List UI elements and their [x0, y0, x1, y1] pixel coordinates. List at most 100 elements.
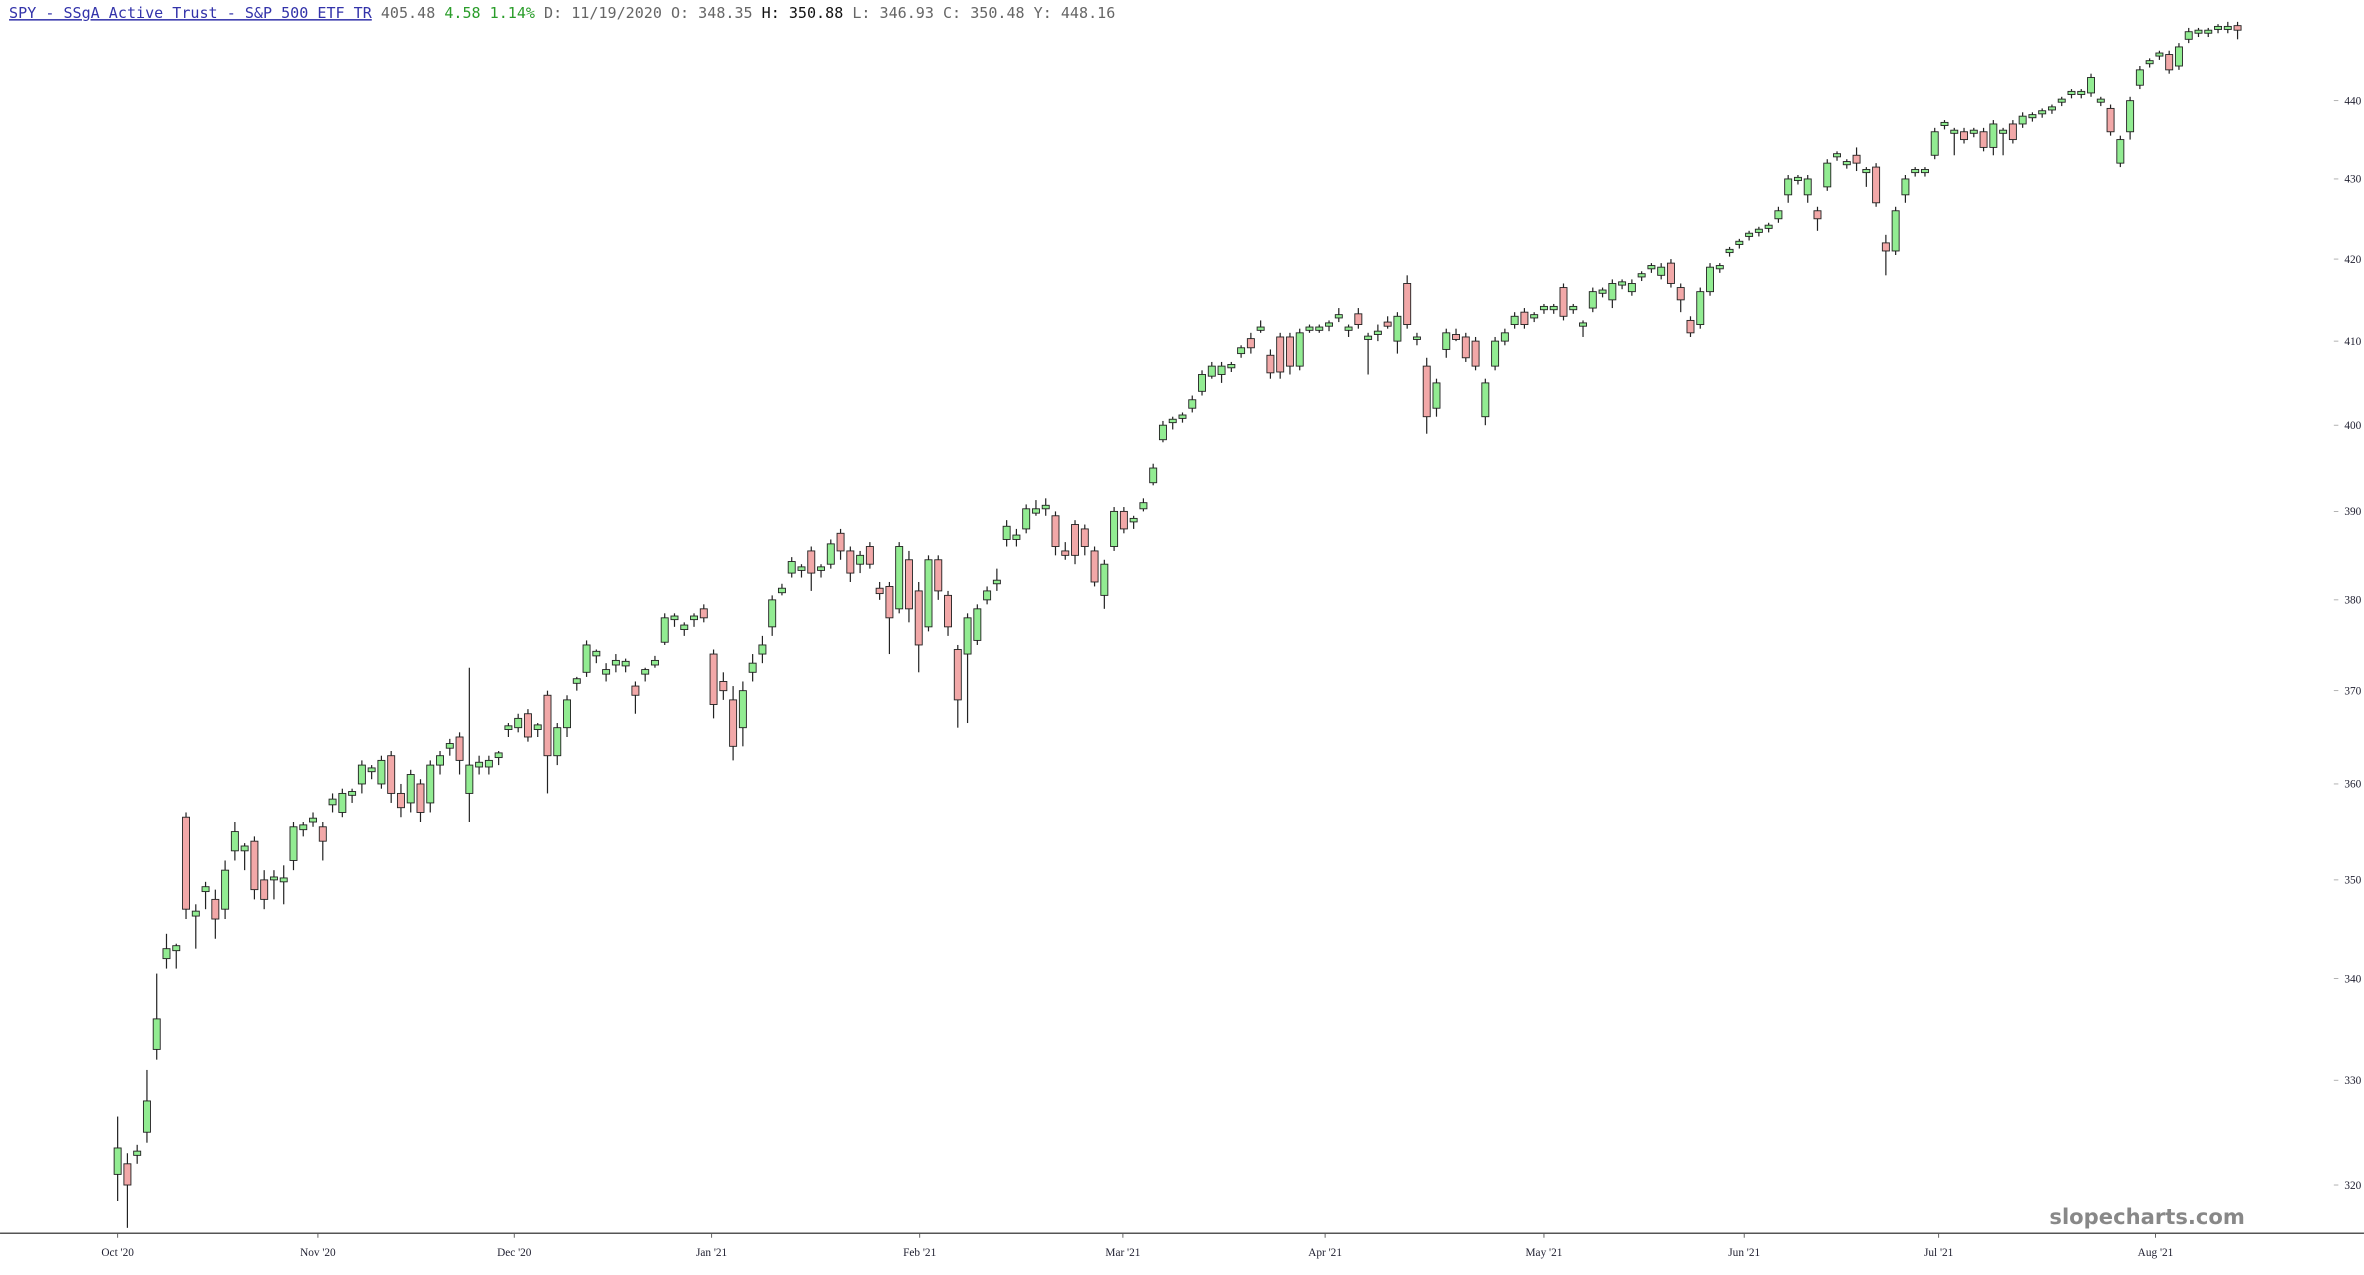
candle-body: [1051, 515, 1060, 547]
candle-body: [934, 559, 943, 592]
candle-body: [2067, 90, 2076, 95]
candle-body: [191, 910, 200, 917]
candle-body: [133, 1150, 142, 1156]
candle-body: [328, 798, 337, 806]
low: L: 346.93: [852, 4, 934, 22]
y-tick-label: 420: [2344, 254, 2361, 266]
candle-body: [1598, 289, 1607, 294]
candle-body: [465, 764, 474, 794]
candle-body: [1217, 365, 1226, 375]
candle-body: [563, 699, 571, 729]
candle-body: [572, 678, 581, 684]
x-tick-label: Jan '21: [696, 1247, 727, 1259]
candle-body: [1950, 129, 1959, 134]
candle-body: [387, 755, 396, 794]
candle-body: [299, 824, 308, 831]
candle-body: [621, 660, 630, 667]
candle-body: [1344, 326, 1353, 331]
candle-body: [1891, 210, 1900, 252]
candle-body: [690, 615, 698, 621]
candle-body: [650, 659, 659, 666]
candle-body: [1393, 315, 1402, 342]
candle-body: [709, 653, 718, 705]
candle-body: [1989, 123, 1998, 148]
candle-body: [768, 599, 777, 628]
x-tick-label: Jul '21: [1924, 1247, 1953, 1259]
candle-body: [1158, 424, 1167, 441]
candle-body: [1422, 365, 1431, 418]
candle-body: [924, 559, 933, 628]
candle-body: [2008, 123, 2017, 141]
candle-body: [1803, 178, 1812, 196]
candle-body: [2135, 69, 2144, 86]
candle-body: [445, 743, 454, 749]
candle-body: [2116, 139, 2125, 164]
symbol-link[interactable]: SPY - SSgA Active Trust - S&P 500 ETF TR: [9, 4, 373, 22]
candle-body: [1334, 314, 1343, 319]
candle-body: [1442, 332, 1451, 350]
candle-body: [1090, 550, 1099, 583]
candle-body: [1080, 528, 1089, 547]
candle-body: [1100, 563, 1109, 596]
candle-body: [1041, 504, 1050, 510]
candle-body: [914, 590, 923, 646]
y-tick-label: 320: [2344, 1180, 2361, 1192]
candle-body: [1481, 382, 1490, 418]
candle-body: [230, 831, 239, 852]
x-tick-label: Dec '20: [497, 1247, 532, 1259]
candle-body: [1706, 266, 1714, 293]
candle-body: [2233, 25, 2242, 31]
candle-body: [533, 724, 542, 730]
candle-body: [641, 669, 650, 675]
candle-body: [348, 791, 357, 796]
candle-body: [1872, 166, 1881, 204]
candle-body: [1002, 525, 1011, 540]
candle-body: [1071, 524, 1079, 556]
candle-body: [162, 948, 171, 960]
y-tick-label: 370: [2344, 685, 2361, 697]
candle-body: [1784, 178, 1793, 196]
y-tick-label: 380: [2344, 595, 2361, 607]
candle-body: [1305, 326, 1314, 331]
candle-body: [2106, 107, 2115, 133]
candle-body: [660, 617, 669, 643]
candle-body: [1119, 510, 1128, 530]
y-tick-label: 410: [2344, 336, 2361, 348]
candle-body: [1520, 311, 1529, 326]
candle-body: [1198, 374, 1206, 392]
candle-body: [1285, 336, 1294, 367]
candle-body: [2126, 100, 2135, 133]
candle-body: [1793, 176, 1802, 181]
candle-body: [1969, 129, 1978, 134]
candle-body: [963, 617, 972, 655]
candle-body: [279, 877, 288, 883]
candle-body: [504, 725, 513, 730]
x-tick-label: May '21: [1526, 1247, 1563, 1259]
candle-body: [494, 752, 503, 759]
candle-body: [1881, 242, 1890, 252]
candle-body: [1735, 240, 1744, 245]
y-tick-label: 440: [2344, 95, 2361, 107]
header: SPY - SSgA Active Trust - S&P 500 ETF TR…: [9, 4, 1115, 22]
candle-body: [856, 554, 865, 565]
candle-body: [1725, 248, 1734, 254]
candle-body: [1745, 232, 1754, 237]
candle-body: [1129, 517, 1138, 523]
candle-body: [719, 681, 728, 692]
x-tick-label: Apr '21: [1308, 1247, 1342, 1259]
candle-body: [2038, 110, 2047, 115]
candle-body: [553, 727, 562, 757]
candle-body: [1373, 330, 1382, 335]
candle-body: [1618, 281, 1627, 286]
candle-body: [1754, 228, 1763, 233]
candle-body: [1412, 336, 1421, 340]
candle-body: [123, 1163, 132, 1186]
candle-body: [826, 543, 835, 565]
candle-body: [2077, 90, 2086, 95]
candle-body: [1549, 305, 1558, 311]
candle-body: [1579, 322, 1587, 327]
candle-body: [1364, 335, 1373, 340]
watermark: slopecharts.com: [2049, 1204, 2244, 1229]
